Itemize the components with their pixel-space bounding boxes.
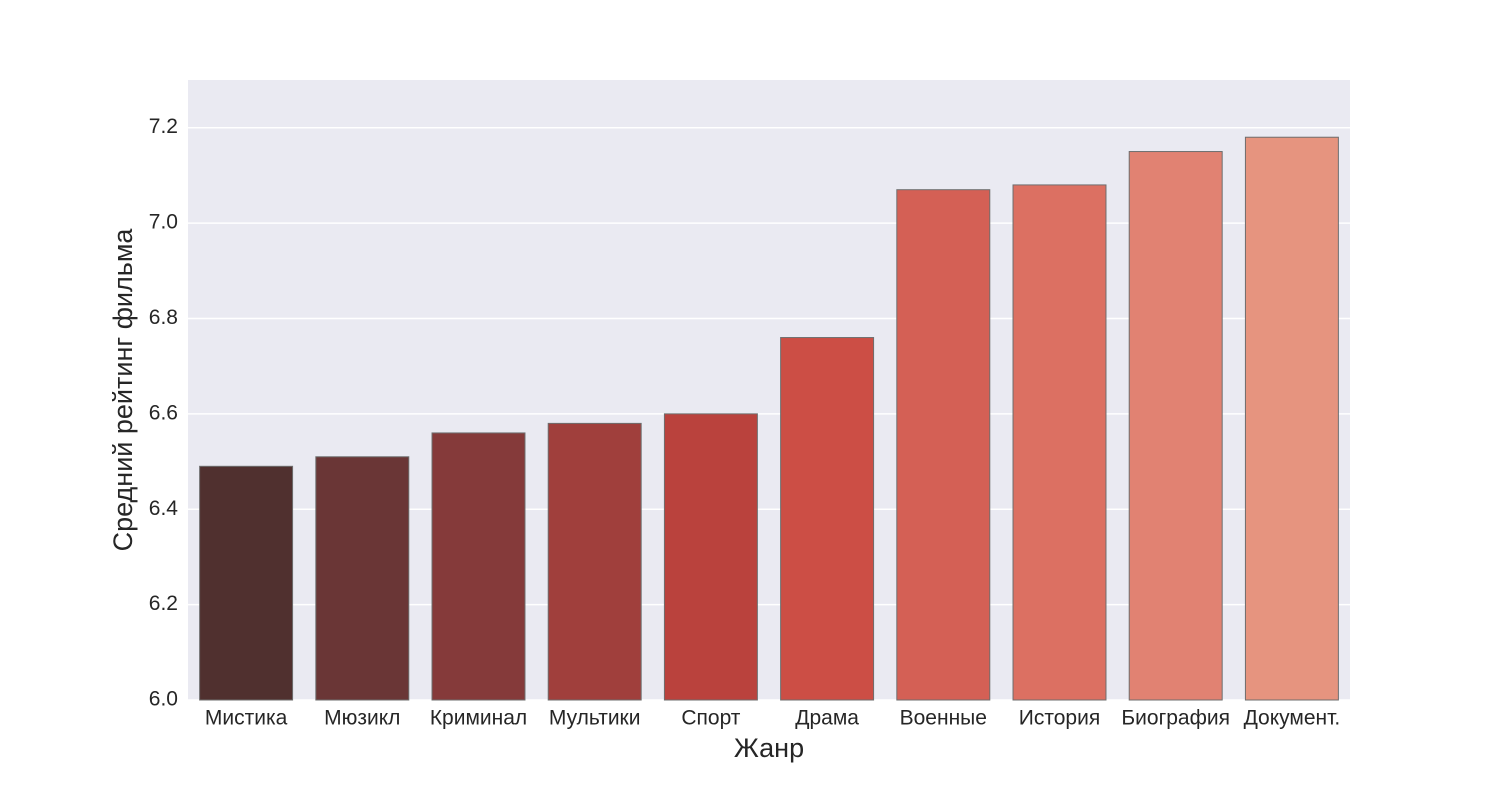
bar xyxy=(663,413,758,701)
x-tick-label: Мультики xyxy=(549,707,641,730)
x-tick-label: Спорт xyxy=(681,707,740,730)
bar xyxy=(1012,184,1107,701)
y-tick-label: 6.2 xyxy=(149,592,178,615)
x-tick-label: Мюзикл xyxy=(324,707,400,730)
y-tick-label: 7.2 xyxy=(149,115,178,138)
x-tick-label: Биография xyxy=(1121,707,1230,730)
x-tick-label: История xyxy=(1019,707,1100,730)
x-tick-label: Военные xyxy=(900,707,987,730)
bar xyxy=(547,422,642,701)
x-tick-label: Драма xyxy=(795,707,859,730)
bar xyxy=(431,432,526,701)
bar xyxy=(315,456,410,701)
x-axis-label: Жанр xyxy=(734,733,804,763)
y-tick-label: 6.8 xyxy=(149,306,178,329)
x-tick-label: Документ. xyxy=(1244,707,1341,730)
x-tick-label: Криминал xyxy=(430,707,527,730)
y-tick-label: 7.0 xyxy=(149,211,178,234)
bar xyxy=(780,337,875,701)
x-tick-label: Мистика xyxy=(205,707,288,730)
y-tick-label: 6.0 xyxy=(149,688,178,711)
y-tick-label: 6.4 xyxy=(149,497,179,520)
y-axis-label: Средний рейтинг фильма xyxy=(108,228,138,552)
bar xyxy=(1244,136,1339,701)
bar xyxy=(199,465,294,701)
y-tick-label: 6.6 xyxy=(149,401,178,424)
bar xyxy=(1128,151,1223,701)
bar xyxy=(896,189,991,701)
